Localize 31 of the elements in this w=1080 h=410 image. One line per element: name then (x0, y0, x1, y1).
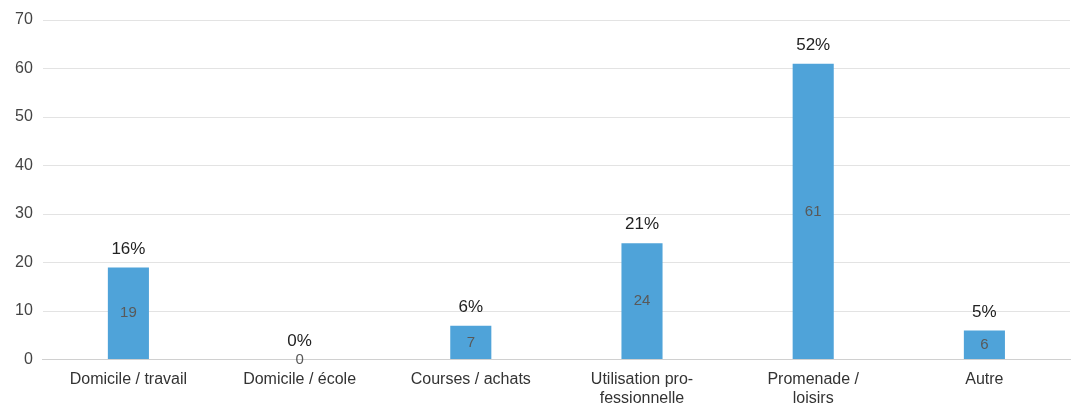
y-tick-label: 70 (15, 10, 33, 28)
data-label: 19 (120, 303, 137, 321)
x-tick-label: Promenade / loisirs (767, 369, 860, 406)
bar (621, 243, 663, 360)
data-label: 7 (466, 332, 475, 350)
annotation: 6% (458, 296, 484, 316)
data-label: 6 (980, 334, 989, 352)
x-tick-label: Courses / achats (410, 369, 531, 387)
annotation: 16% (111, 238, 146, 258)
bar (963, 330, 1005, 360)
y-tick-label: 30 (15, 204, 33, 222)
annotation: 52% (796, 34, 831, 54)
x-tick-label: Domicile / école (243, 369, 357, 387)
y-tick-label: 50 (15, 107, 33, 125)
x-tick-label: Domicile / travail (69, 369, 188, 387)
y-tick-label: 0 (23, 350, 33, 368)
x-tick-label: Utilisation pro-fessionnelle (590, 369, 694, 406)
annotation: 21% (624, 214, 660, 234)
bar (792, 63, 834, 360)
y-tick-label: 10 (15, 301, 33, 319)
y-tick-label: 60 (15, 58, 33, 76)
bar (107, 267, 149, 360)
annotation: 5% (972, 301, 997, 321)
data-label: 61 (804, 201, 822, 219)
bar (450, 325, 492, 360)
y-tick-label: 40 (15, 155, 33, 173)
data-label: 0 (295, 349, 304, 367)
data-label: 24 (633, 291, 651, 309)
annotation: 0% (287, 330, 312, 350)
x-tick-label: Autre (965, 369, 1004, 387)
y-tick-label: 20 (15, 252, 33, 270)
